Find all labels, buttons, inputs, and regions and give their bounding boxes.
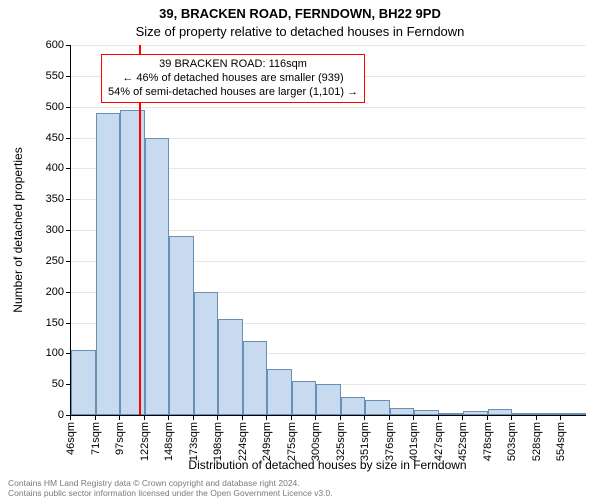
plot-area: 39 BRACKEN ROAD: 116sqm← 46% of detached… xyxy=(70,45,586,416)
bar xyxy=(439,413,464,415)
xtick-label: 122sqm xyxy=(139,422,151,461)
bar xyxy=(71,350,96,415)
xtick-label: 503sqm xyxy=(506,422,518,461)
ytick-label: 450 xyxy=(46,132,64,144)
ytick-label: 250 xyxy=(46,255,64,267)
xtick-label: 275sqm xyxy=(286,422,298,461)
ytick-label: 50 xyxy=(52,378,64,390)
xtick-mark xyxy=(193,415,194,420)
xtick-label: 351sqm xyxy=(359,422,371,461)
bar xyxy=(145,138,170,416)
ytick-label: 100 xyxy=(46,347,64,359)
bar xyxy=(488,409,513,415)
xtick-label: 224sqm xyxy=(237,422,249,461)
bar xyxy=(414,410,439,415)
bar xyxy=(365,400,390,415)
xtick-mark xyxy=(462,415,463,420)
xtick-label: 249sqm xyxy=(261,422,273,461)
xtick-mark xyxy=(70,415,71,420)
bar xyxy=(218,319,243,415)
ytick-label: 500 xyxy=(46,101,64,113)
xtick-label: 148sqm xyxy=(163,422,175,461)
xtick-mark xyxy=(389,415,390,420)
xtick-mark xyxy=(536,415,537,420)
footer-attribution: Contains HM Land Registry data © Crown c… xyxy=(8,478,333,498)
ytick-label: 550 xyxy=(46,70,64,82)
xtick-label: 71sqm xyxy=(90,422,102,455)
annotation-line2: ← 46% of detached houses are smaller (93… xyxy=(108,72,358,86)
ytick-label: 600 xyxy=(46,39,64,51)
ytick-label: 300 xyxy=(46,224,64,236)
ytick-label: 200 xyxy=(46,286,64,298)
xtick-label: 401sqm xyxy=(408,422,420,461)
xtick-label: 528sqm xyxy=(531,422,543,461)
xtick-mark xyxy=(119,415,120,420)
footer-line1: Contains HM Land Registry data © Crown c… xyxy=(8,478,333,488)
xtick-mark xyxy=(266,415,267,420)
xtick-label: 452sqm xyxy=(457,422,469,461)
xtick-label: 478sqm xyxy=(482,422,494,461)
x-axis-label: Distribution of detached houses by size … xyxy=(70,458,585,472)
xtick-mark xyxy=(168,415,169,420)
bar xyxy=(316,384,341,415)
xtick-mark xyxy=(144,415,145,420)
chart-container: 39, BRACKEN ROAD, FERNDOWN, BH22 9PD Siz… xyxy=(0,0,600,500)
annotation-line1: 39 BRACKEN ROAD: 116sqm xyxy=(108,58,358,72)
bar xyxy=(169,236,194,415)
xtick-mark xyxy=(315,415,316,420)
xtick-mark xyxy=(364,415,365,420)
ytick-label: 400 xyxy=(46,162,64,174)
ytick-label: 350 xyxy=(46,193,64,205)
footer-line2: Contains public sector information licen… xyxy=(8,488,333,498)
ytick-label: 0 xyxy=(58,409,64,421)
xtick-label: 376sqm xyxy=(384,422,396,461)
xtick-label: 427sqm xyxy=(433,422,445,461)
bar xyxy=(341,397,366,416)
xtick-label: 97sqm xyxy=(114,422,126,455)
bar xyxy=(96,113,121,415)
xtick-mark xyxy=(560,415,561,420)
xtick-label: 300sqm xyxy=(310,422,322,461)
bar xyxy=(267,369,292,415)
xtick-mark xyxy=(340,415,341,420)
bar xyxy=(292,381,317,415)
xtick-mark xyxy=(291,415,292,420)
bar xyxy=(561,413,586,415)
xtick-label: 173sqm xyxy=(188,422,200,461)
xtick-mark xyxy=(511,415,512,420)
xtick-mark xyxy=(487,415,488,420)
bar xyxy=(512,413,537,415)
xtick-label: 554sqm xyxy=(555,422,567,461)
bar xyxy=(120,110,145,415)
bar xyxy=(537,413,562,415)
y-axis-label: Number of detached properties xyxy=(11,147,25,312)
gridline xyxy=(71,45,586,46)
bar xyxy=(390,408,415,415)
xtick-mark xyxy=(242,415,243,420)
bar xyxy=(194,292,219,415)
chart-title-desc: Size of property relative to detached ho… xyxy=(0,24,600,39)
xtick-mark xyxy=(95,415,96,420)
annotation-box: 39 BRACKEN ROAD: 116sqm← 46% of detached… xyxy=(101,54,365,103)
annotation-line3: 54% of semi-detached houses are larger (… xyxy=(108,86,358,100)
xtick-mark xyxy=(438,415,439,420)
xtick-mark xyxy=(217,415,218,420)
gridline xyxy=(71,107,586,108)
xtick-label: 198sqm xyxy=(212,422,224,461)
bar xyxy=(463,411,488,415)
bar xyxy=(243,341,268,415)
xtick-label: 46sqm xyxy=(65,422,77,455)
ytick-label: 150 xyxy=(46,317,64,329)
xtick-label: 325sqm xyxy=(335,422,347,461)
xtick-mark xyxy=(413,415,414,420)
chart-title-address: 39, BRACKEN ROAD, FERNDOWN, BH22 9PD xyxy=(0,6,600,21)
